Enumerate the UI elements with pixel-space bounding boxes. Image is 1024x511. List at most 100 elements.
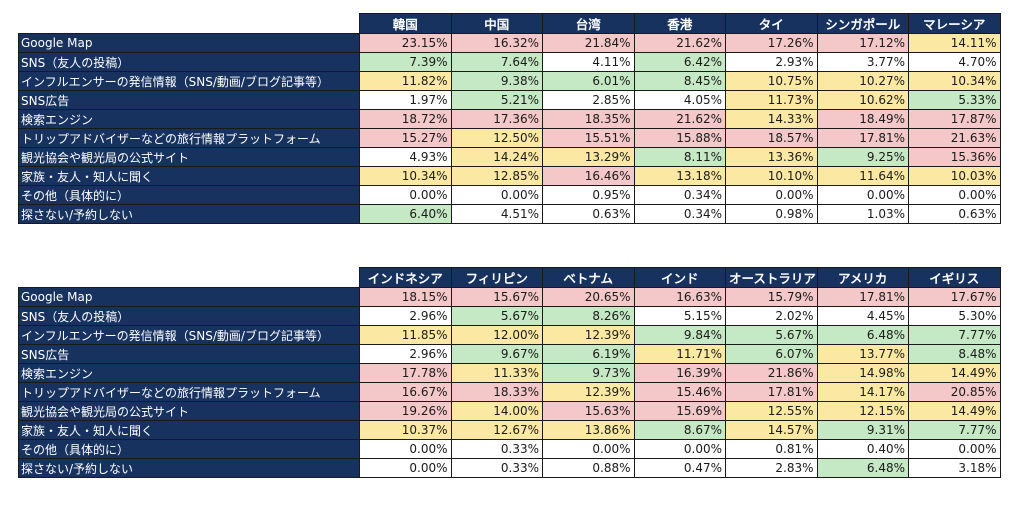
value-cell: 4.11% xyxy=(542,52,635,72)
value-cell: 0.00% xyxy=(450,185,543,205)
value-cell: 14.00% xyxy=(450,401,543,421)
value-cell: 21.86% xyxy=(725,363,818,383)
value-cell: 9.73% xyxy=(542,363,635,383)
value-cell: 20.85% xyxy=(908,382,1001,402)
value-cell: 17.26% xyxy=(725,33,818,53)
value-cell: 0.00% xyxy=(359,185,452,205)
value-cell: 15.46% xyxy=(633,382,726,402)
value-cell: 17.81% xyxy=(725,382,818,402)
value-cell: 2.93% xyxy=(725,52,818,72)
table-row: SNS（友人の投稿） 2.96% 5.67% 8.26% 5.15% 2.02% 4.45%… xyxy=(18,306,1001,326)
value-cell: 12.00% xyxy=(450,325,543,345)
value-cell: 14.17% xyxy=(816,382,909,402)
value-cell: 3.77% xyxy=(816,52,909,72)
column-header: シンガポール xyxy=(816,13,909,34)
table-row: Google Map 23.15% 16.32% 21.84% 21.62% 17.26%… xyxy=(18,33,1001,53)
value-cell: 17.81% xyxy=(816,287,909,307)
row-label: トリップアドバイザーなどの旅行情報プラットフォーム xyxy=(18,382,360,402)
value-cell: 4.51% xyxy=(450,204,543,224)
value-cell: 17.67% xyxy=(908,287,1001,307)
value-cell: 0.00% xyxy=(633,439,726,459)
value-cell: 17.87% xyxy=(908,109,1001,129)
value-cell: 14.49% xyxy=(908,363,1001,383)
row-label: 探さない/予約しない xyxy=(18,458,360,478)
row-label: その他（具体的に） xyxy=(18,439,360,459)
table-row: 検索エンジン 18.72% 17.36% 18.35% 21.62% 14.33% 18.4… xyxy=(18,109,1001,129)
value-cell: 5.67% xyxy=(450,306,543,326)
value-cell: 1.97% xyxy=(359,90,452,110)
row-label: SNS広告 xyxy=(18,90,360,110)
value-cell: 6.48% xyxy=(816,325,909,345)
value-cell: 0.81% xyxy=(725,439,818,459)
value-cell: 8.45% xyxy=(633,71,726,91)
table-bottom: インドネシア フィリピン ベトナム インド オーストラリア アメリカ イギリス Google… xyxy=(18,267,1001,478)
row-label: 検索エンジン xyxy=(18,109,360,129)
value-cell: 11.85% xyxy=(359,325,452,345)
value-cell: 15.27% xyxy=(359,128,452,148)
row-label: 探さない/予約しない xyxy=(18,204,360,224)
value-cell: 21.62% xyxy=(633,109,726,129)
row-label: SNS（友人の投稿） xyxy=(18,52,360,72)
value-cell: 12.67% xyxy=(450,420,543,440)
value-cell: 11.82% xyxy=(359,71,452,91)
value-cell: 6.19% xyxy=(542,344,635,364)
row-label: 家族・友人・知人に聞く xyxy=(18,166,360,186)
value-cell: 0.98% xyxy=(725,204,818,224)
row-label: その他（具体的に） xyxy=(18,185,360,205)
value-cell: 0.00% xyxy=(359,439,452,459)
value-cell: 7.64% xyxy=(450,52,543,72)
row-label: 検索エンジン xyxy=(18,363,360,383)
row-label: 観光協会や観光局の公式サイト xyxy=(18,401,360,421)
value-cell: 14.49% xyxy=(908,401,1001,421)
value-cell: 2.85% xyxy=(542,90,635,110)
value-cell: 11.71% xyxy=(633,344,726,364)
value-cell: 15.67% xyxy=(450,287,543,307)
value-cell: 2.96% xyxy=(359,344,452,364)
column-header: 台湾 xyxy=(542,13,635,34)
value-cell: 0.40% xyxy=(816,439,909,459)
value-cell: 0.95% xyxy=(542,185,635,205)
value-cell: 16.39% xyxy=(633,363,726,383)
value-cell: 16.63% xyxy=(633,287,726,307)
value-cell: 9.31% xyxy=(816,420,909,440)
column-header: インド xyxy=(633,267,726,288)
value-cell: 14.33% xyxy=(725,109,818,129)
row-label: トリップアドバイザーなどの旅行情報プラットフォーム xyxy=(18,128,360,148)
value-cell: 23.15% xyxy=(359,33,452,53)
table-row: その他（具体的に） 0.00% 0.00% 0.95% 0.34% 0.00% 0.00% 0… xyxy=(18,185,1001,205)
row-label: 家族・友人・知人に聞く xyxy=(18,420,360,440)
row-label: Google Map xyxy=(18,287,360,307)
table-row: 観光協会や観光局の公式サイト 4.93% 14.24% 13.29% 8.11% 13.3… xyxy=(18,147,1001,167)
value-cell: 5.15% xyxy=(633,306,726,326)
value-cell: 0.63% xyxy=(908,204,1001,224)
value-cell: 6.48% xyxy=(816,458,909,478)
column-header: アメリカ xyxy=(816,267,909,288)
value-cell: 21.84% xyxy=(542,33,635,53)
row-label: SNS広告 xyxy=(18,344,360,364)
column-header: マレーシア xyxy=(908,13,1001,34)
value-cell: 0.34% xyxy=(633,204,726,224)
value-cell: 0.34% xyxy=(633,185,726,205)
table-row: 家族・友人・知人に聞く 10.37% 12.67% 13.86% 8.67% 14.57%… xyxy=(18,420,1001,440)
value-cell: 7.77% xyxy=(908,420,1001,440)
row-label: インフルエンサーの発信情報（SNS/動画/ブログ記事等） xyxy=(18,325,360,345)
value-cell: 1.03% xyxy=(816,204,909,224)
value-cell: 4.05% xyxy=(633,90,726,110)
table-row: トリップアドバイザーなどの旅行情報プラットフォーム 16.67% 18.33% 12.… xyxy=(18,382,1001,402)
value-cell: 16.67% xyxy=(359,382,452,402)
value-cell: 10.34% xyxy=(908,71,1001,91)
value-cell: 0.00% xyxy=(908,185,1001,205)
value-cell: 17.81% xyxy=(816,128,909,148)
value-cell: 0.33% xyxy=(450,458,543,478)
value-cell: 0.00% xyxy=(725,185,818,205)
value-cell: 10.10% xyxy=(725,166,818,186)
value-cell: 14.98% xyxy=(816,363,909,383)
header-row: インドネシア フィリピン ベトナム インド オーストラリア アメリカ イギリス xyxy=(18,267,1001,288)
value-cell: 13.36% xyxy=(725,147,818,167)
table-row: SNS（友人の投稿） 7.39% 7.64% 4.11% 6.42% 2.93% 3.77%… xyxy=(18,52,1001,72)
value-cell: 5.33% xyxy=(908,90,1001,110)
value-cell: 18.35% xyxy=(542,109,635,129)
table-row: 観光協会や観光局の公式サイト 19.26% 14.00% 15.63% 15.69% 12… xyxy=(18,401,1001,421)
value-cell: 12.55% xyxy=(725,401,818,421)
table-row: トリップアドバイザーなどの旅行情報プラットフォーム 15.27% 12.50% 15.… xyxy=(18,128,1001,148)
